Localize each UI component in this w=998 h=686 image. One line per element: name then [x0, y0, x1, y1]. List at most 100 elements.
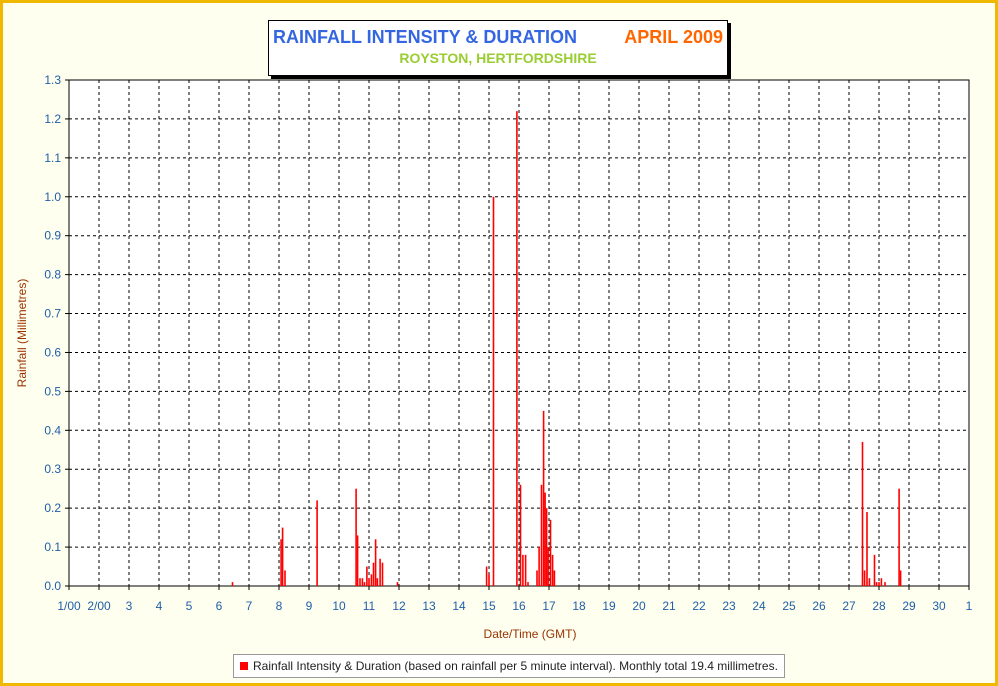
x-tick-label: 24: [752, 599, 766, 613]
bar-series: [231, 111, 902, 586]
x-tick-label: 11: [363, 599, 376, 613]
rainfall-bar: [547, 547, 549, 586]
legend-swatch: [240, 662, 248, 670]
x-tick-label: 1: [966, 599, 973, 613]
rainfall-bar: [868, 578, 871, 586]
x-tick-label: 2/00: [87, 599, 111, 613]
y-tick-label: 1.0: [44, 190, 61, 204]
rainfall-bar: [522, 554, 524, 586]
x-tick-label: 29: [902, 599, 916, 613]
rainfall-bar: [898, 488, 900, 586]
x-tick-label: 19: [602, 599, 616, 613]
rainfall-bar: [873, 554, 876, 586]
rainfall-bar: [527, 582, 529, 586]
x-tick-label: 15: [482, 599, 496, 613]
rainfall-bar: [538, 547, 540, 586]
y-tick-label: 0.9: [44, 229, 61, 243]
x-tick-label: 22: [692, 599, 706, 613]
x-tick-label: 28: [872, 599, 886, 613]
rainfall-bar: [880, 578, 883, 586]
rainfall-bar: [866, 512, 868, 586]
rainfall-bar: [372, 562, 375, 586]
rainfall-bar: [542, 410, 545, 586]
rainfall-bar: [875, 582, 878, 586]
x-axis-label: Date/Time (GMT): [484, 627, 577, 641]
x-tick-label: 21: [662, 599, 676, 613]
rainfall-bar: [878, 582, 880, 586]
rainfall-bar: [544, 492, 546, 586]
rainfall-bar: [545, 508, 548, 586]
rainfall-bar: [381, 562, 384, 586]
y-tick-label: 0.4: [44, 423, 61, 437]
x-tick-label: 25: [782, 599, 796, 613]
x-tick-label: 9: [306, 599, 313, 613]
rainfall-bar: [492, 196, 495, 586]
x-tick-label: 17: [542, 599, 556, 613]
rainfall-bar: [363, 582, 366, 586]
rainfall-bar: [316, 500, 318, 586]
rainfall-bar: [863, 570, 866, 586]
rainfall-bar: [519, 484, 522, 586]
y-tick-label: 0.0: [44, 579, 61, 593]
rainfall-bar: [359, 578, 361, 586]
legend-label: Rainfall Intensity & Duration (based on …: [253, 659, 778, 673]
chart-subtitle: ROYSTON, HERTFORDSHIRE: [399, 50, 597, 66]
x-tick-label: 23: [722, 599, 736, 613]
legend: Rainfall Intensity & Duration (based on …: [233, 654, 785, 678]
rainfall-bar: [861, 441, 864, 586]
chart-title: RAINFALL INTENSITY & DURATION: [273, 27, 578, 47]
rainfall-bar: [488, 574, 490, 586]
rainfall-bar: [370, 574, 373, 586]
chart-title-box: RAINFALL INTENSITY & DURATION APRIL 2009…: [268, 20, 728, 76]
rainfall-bar: [536, 570, 538, 586]
rainfall-bar: [361, 578, 364, 586]
rainfall-bar: [374, 539, 377, 586]
rainfall-bar: [485, 566, 488, 586]
chart-month: APRIL 2009: [624, 27, 723, 47]
x-tick-label: 7: [246, 599, 253, 613]
rainfall-bar: [280, 539, 282, 586]
y-tick-label: 0.8: [44, 268, 61, 282]
rainfall-bar: [356, 535, 359, 586]
rainfall-bar: [549, 519, 552, 586]
x-tick-label: 6: [216, 599, 223, 613]
x-tick-label: 8: [276, 599, 283, 613]
y-tick-label: 1.3: [44, 73, 61, 87]
rainfall-bar: [899, 570, 902, 586]
x-tick-label: 30: [932, 599, 946, 613]
y-tick-label: 0.1: [44, 540, 61, 554]
x-tick-label: 26: [812, 599, 826, 613]
x-tick-label: 18: [572, 599, 586, 613]
rainfall-bar: [396, 582, 399, 586]
y-tick-labels: 0.0 0.1 0.2 0.3 0.4 0.5 0.6 0.7 0.8 0.9 1.0 1.1 1.2 1…: [44, 73, 61, 593]
y-axis-label: Rainfall (Millimetres): [15, 279, 29, 388]
y-tick-label: 1.1: [44, 151, 61, 165]
rainfall-bar: [379, 558, 381, 586]
x-tick-label: 1/00: [57, 599, 81, 613]
rainfall-bar: [366, 566, 368, 586]
x-tick-label: 20: [632, 599, 646, 613]
y-tick-label: 0.2: [44, 501, 61, 515]
y-tick-label: 0.5: [44, 384, 61, 398]
x-tick-label: 3: [126, 599, 133, 613]
rainfall-bar: [524, 554, 527, 586]
rainfall-bar: [376, 578, 379, 586]
rainfall-bar: [553, 570, 556, 586]
y-tick-label: 0.6: [44, 345, 61, 359]
x-tick-label: 5: [186, 599, 193, 613]
rainfall-bar: [551, 554, 554, 586]
grid-lines: [65, 79, 970, 590]
x-tick-label: 13: [422, 599, 436, 613]
rainfall-bar: [231, 582, 234, 586]
x-tick-labels: 1/00 2/00 3 4 5 6 7 8 9 10 11 12 13 14 15 16 17 18 19 20 21 2…: [57, 599, 972, 613]
y-tick-label: 0.3: [44, 462, 61, 476]
x-tick-label: 16: [512, 599, 526, 613]
rainfall-bar: [516, 111, 518, 586]
x-tick-label: 14: [452, 599, 466, 613]
rainfall-bar: [281, 527, 284, 586]
rainfall-bar: [884, 582, 886, 586]
rainfall-bar: [355, 488, 357, 586]
x-tick-label: 10: [332, 599, 346, 613]
x-tick-label: 27: [842, 599, 856, 613]
